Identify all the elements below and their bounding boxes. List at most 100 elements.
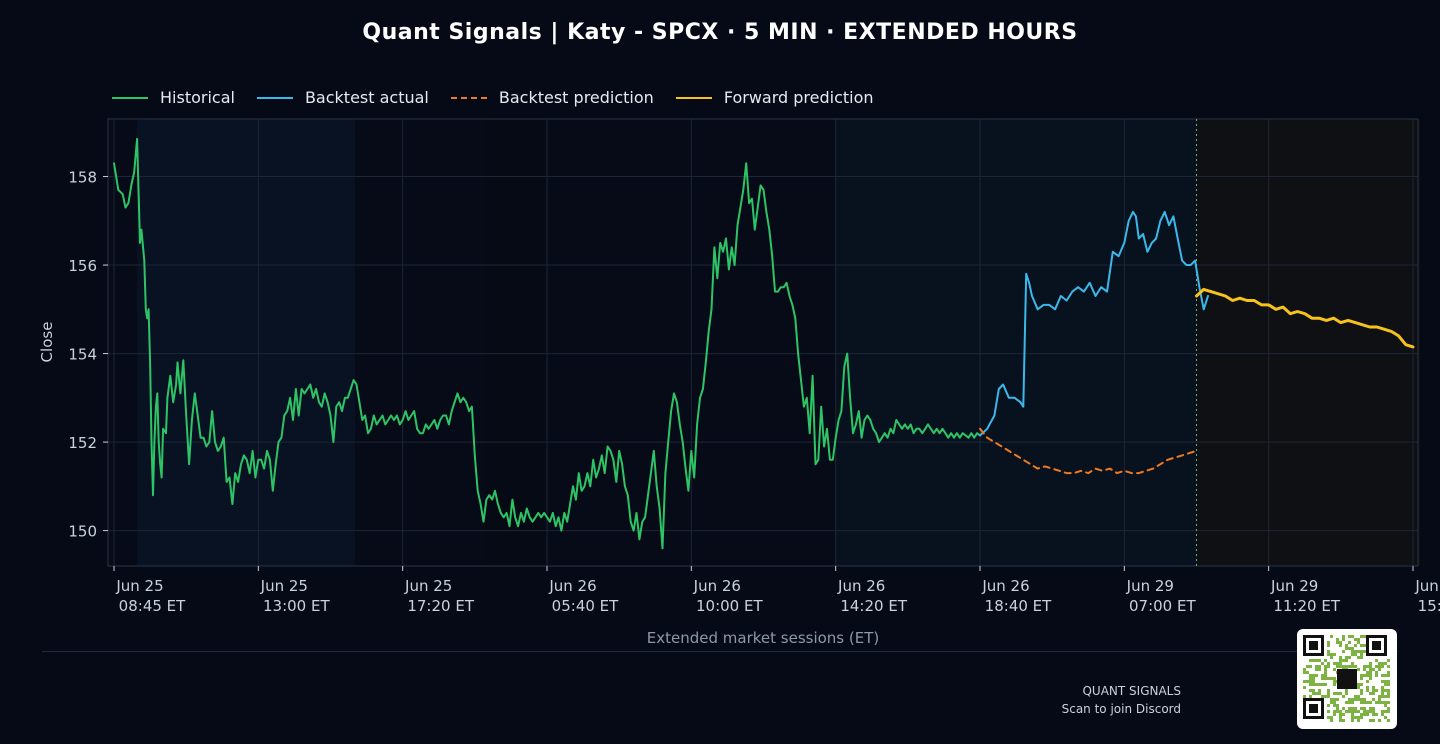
qr-module [1342, 707, 1345, 710]
qr-module [1384, 689, 1387, 692]
qr-module [1345, 644, 1348, 647]
qr-module [1327, 665, 1330, 668]
qr-module [1372, 710, 1375, 713]
y-tick-label: 154 [68, 346, 97, 364]
qr-module [1324, 674, 1327, 677]
chart-grid [108, 119, 1418, 566]
x-tick-label-time: 11:20 ET [1273, 597, 1340, 615]
qr-module [1339, 665, 1342, 668]
qr-module [1309, 677, 1312, 680]
brand-name: QUANT SIGNALS [1082, 684, 1181, 698]
qr-module [1351, 707, 1354, 710]
qr-module [1351, 665, 1354, 668]
qr-module [1363, 668, 1366, 671]
qr-module [1306, 680, 1309, 683]
qr-module [1381, 695, 1384, 698]
qr-module [1375, 671, 1378, 674]
qr-module [1378, 698, 1381, 701]
qr-module [1309, 683, 1312, 686]
qr-module [1357, 716, 1360, 719]
qr-module [1339, 659, 1342, 662]
qr-module [1354, 707, 1357, 710]
qr-module [1372, 713, 1375, 716]
qr-module [1327, 644, 1330, 647]
qr-module [1372, 698, 1375, 701]
series-line-historical [113, 137, 981, 550]
qr-module [1357, 719, 1360, 722]
qr-module [1348, 710, 1351, 713]
qr-module [1387, 707, 1390, 710]
qr-module [1372, 668, 1375, 671]
qr-module [1318, 689, 1321, 692]
qr-module [1351, 653, 1354, 656]
qr-module [1342, 635, 1345, 638]
y-tick-label: 150 [68, 523, 97, 541]
qr-module [1381, 662, 1384, 665]
qr-finder-inner [1309, 704, 1318, 713]
legend-swatch-backtest-actual [256, 96, 293, 99]
qr-module [1333, 677, 1336, 680]
qr-module [1321, 683, 1324, 686]
qr-module [1372, 719, 1375, 722]
qr-module [1351, 713, 1354, 716]
qr-module [1312, 659, 1315, 662]
qr-module [1366, 680, 1369, 683]
qr-module [1345, 689, 1348, 692]
qr-module [1339, 644, 1342, 647]
plot-frame [107, 118, 1419, 567]
qr-module [1372, 707, 1375, 710]
qr-module [1381, 686, 1384, 689]
qr-module [1387, 671, 1390, 674]
qr-module [1333, 704, 1336, 707]
qr-module [1366, 665, 1369, 668]
qr-module [1363, 701, 1366, 704]
qr-module [1306, 671, 1309, 674]
qr-module [1384, 680, 1387, 683]
qr-finder-inner [1372, 641, 1381, 650]
y-tick-label: 156 [68, 257, 97, 275]
session-band-2 [835, 119, 1197, 566]
qr-module [1324, 659, 1327, 662]
qr-module [1369, 692, 1372, 695]
qr-module [1378, 662, 1381, 665]
qr-module [1348, 641, 1351, 644]
qr-module [1336, 692, 1339, 695]
x-tick-label-time: 10:00 ET [696, 597, 763, 615]
x-tick-label-date: Jun 25 [115, 577, 163, 595]
legend-label-historical: Historical [160, 88, 235, 107]
qr-code-icon[interactable] [1297, 629, 1397, 729]
qr-module [1303, 671, 1306, 674]
x-tick-label-time: 15:40 ET [1418, 597, 1440, 615]
qr-module [1312, 680, 1315, 683]
qr-module [1330, 653, 1333, 656]
y-tick-label: 158 [68, 169, 97, 187]
qr-module [1339, 716, 1342, 719]
qr-module [1381, 701, 1384, 704]
qr-module [1333, 662, 1336, 665]
qr-module [1345, 656, 1348, 659]
qr-module [1360, 635, 1363, 638]
qr-module [1375, 713, 1378, 716]
qr-module [1369, 668, 1372, 671]
x-tick-label-date: Jun 26 [548, 577, 596, 595]
qr-module [1375, 674, 1378, 677]
series-line-backtest-actual [979, 210, 1209, 437]
qr-module [1372, 689, 1375, 692]
qr-module [1336, 641, 1339, 644]
qr-module [1357, 650, 1360, 653]
qr-module [1336, 662, 1339, 665]
qr-module [1372, 692, 1375, 695]
qr-module [1342, 638, 1345, 641]
qr-module [1357, 641, 1360, 644]
qr-module [1324, 665, 1327, 668]
qr-module [1357, 710, 1360, 713]
qr-module [1351, 647, 1354, 650]
qr-module [1330, 716, 1333, 719]
qr-module [1363, 665, 1366, 668]
x-axis-label: Extended market sessions (ET) [647, 629, 879, 647]
x-tick-label-date: Jun 29 [1414, 577, 1440, 595]
qr-module [1387, 719, 1390, 722]
qr-module [1357, 656, 1360, 659]
qr-module [1354, 716, 1357, 719]
qr-module [1333, 668, 1336, 671]
